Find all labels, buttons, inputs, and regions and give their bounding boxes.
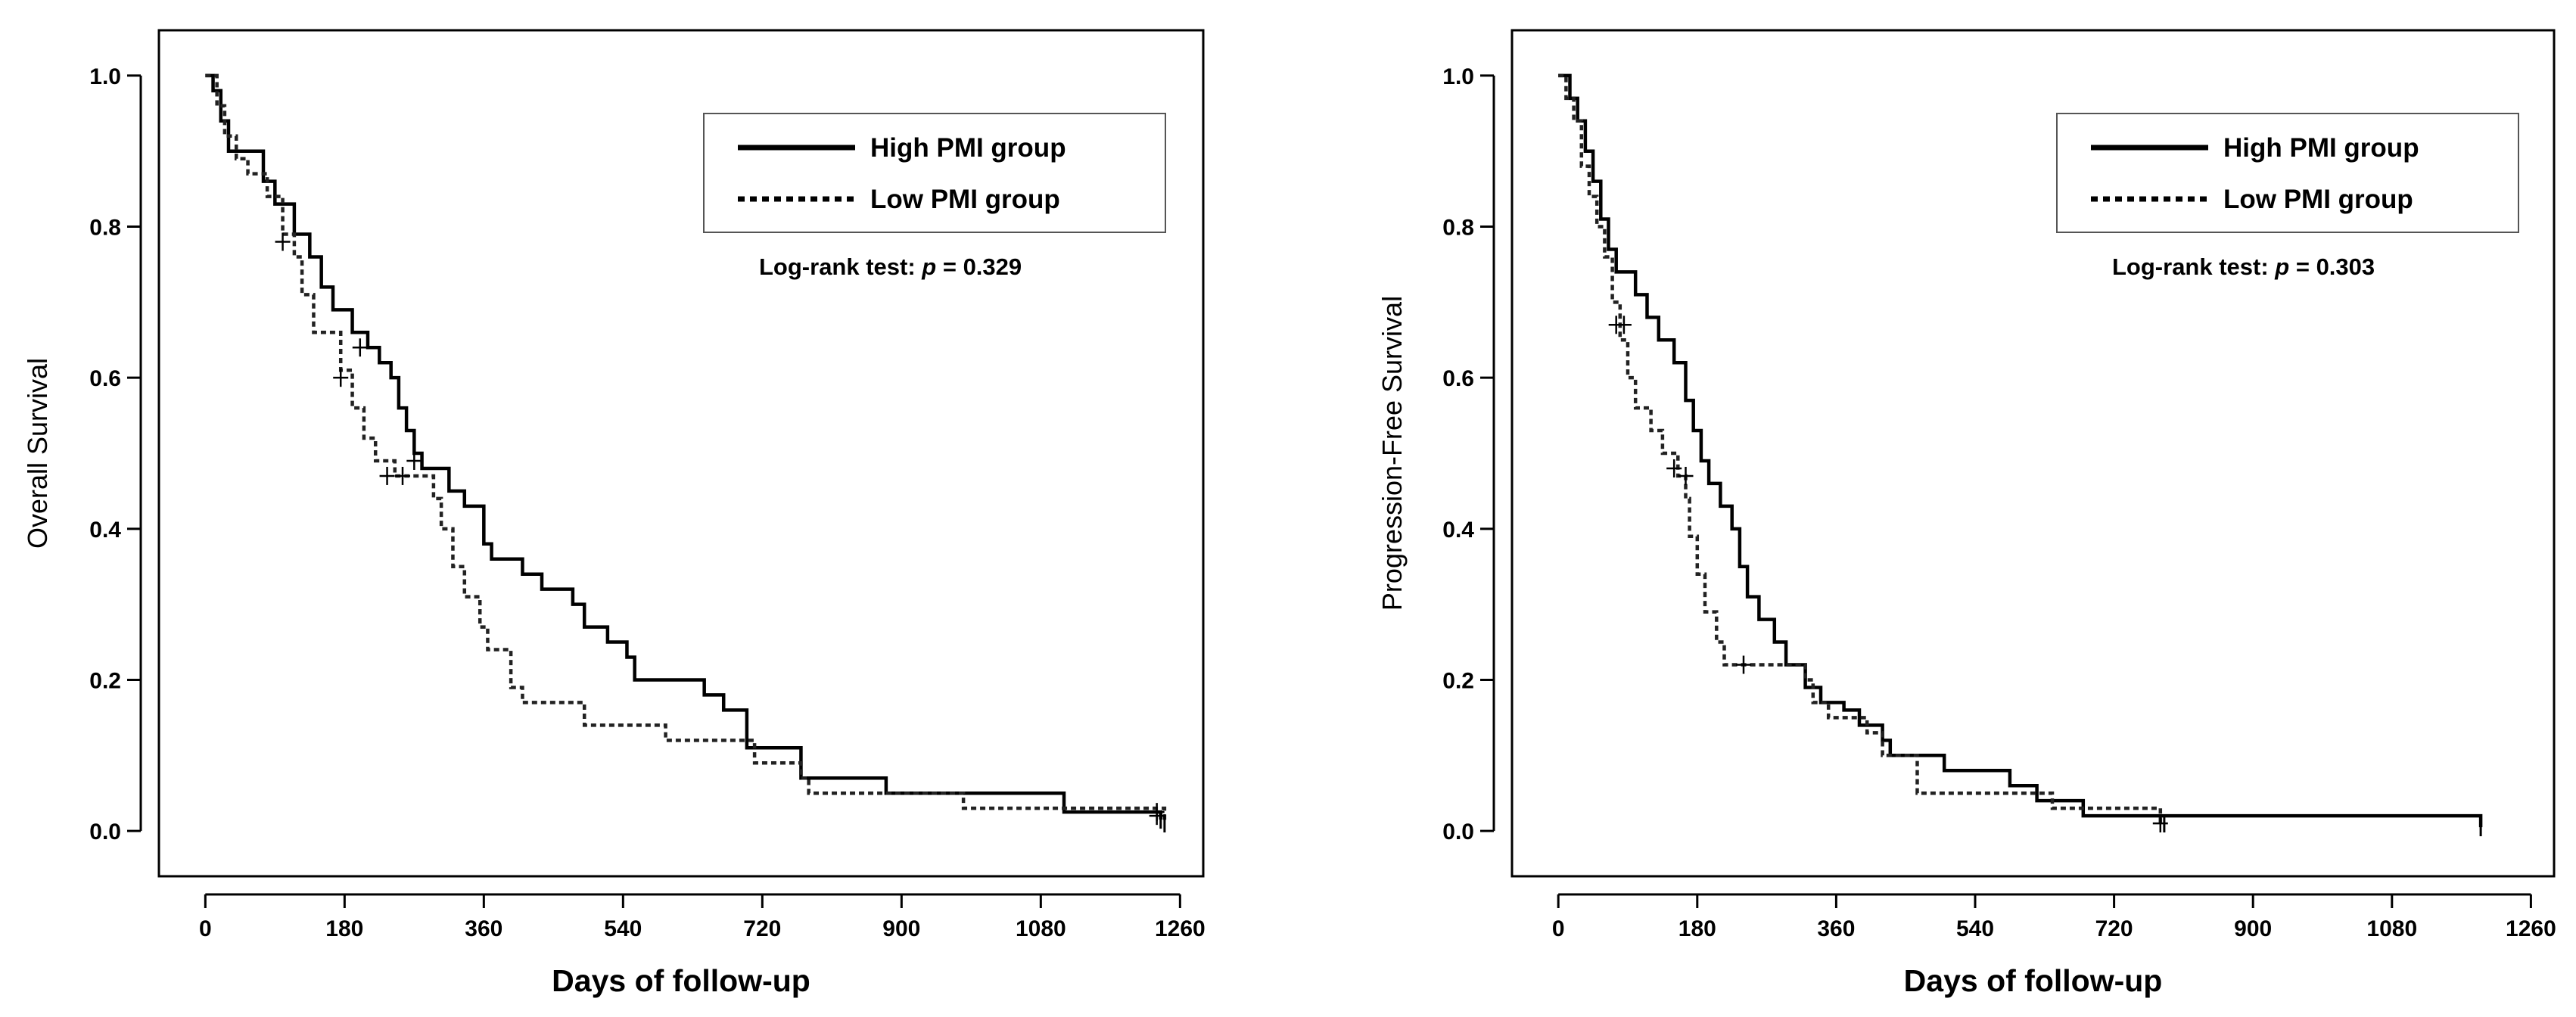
y-tick-label: 0.6 — [1442, 366, 1474, 391]
x-tick-label: 180 — [1678, 916, 1716, 941]
x-tick-label: 1260 — [1155, 916, 1206, 941]
y-axis: 0.0 0.2 0.4 0.6 0.8 1.0 — [89, 64, 142, 844]
log-rank-label: Log-rank test: — [759, 253, 922, 280]
log-rank-annotation: Log-rank test: p = 0.303 — [2112, 253, 2375, 280]
x-tick-label: 540 — [1956, 916, 1994, 941]
x-tick-label: 1080 — [2366, 916, 2417, 941]
survival-curve-low-pmi — [205, 73, 1167, 824]
legend-label-high-pmi: High PMI group — [870, 133, 1066, 163]
legend-label-low-pmi: Low PMI group — [870, 185, 1060, 214]
legend: High PMI group Low PMI group — [703, 113, 1166, 233]
legend-box — [703, 113, 1166, 233]
censor-mark — [1678, 466, 1694, 485]
y-tick-label: 0.4 — [1442, 518, 1474, 543]
y-tick-label: 0.8 — [1442, 216, 1474, 241]
y-axis: 0.0 0.2 0.4 0.6 0.8 1.0 — [1442, 64, 1495, 844]
overall-survival-chart: Days of follow-up Overall Survival High … — [22, 29, 1206, 998]
legend-label-high-pmi: High PMI group — [2223, 133, 2419, 163]
y-tick-label: 0.8 — [89, 216, 121, 241]
x-tick-label: 180 — [325, 916, 363, 941]
x-axis: 0 180 360 540 720 900 1080 1260 — [1552, 893, 2556, 941]
censor-mark — [1616, 316, 1632, 334]
x-tick-label: 900 — [2234, 916, 2272, 941]
x-tick-label: 1080 — [1016, 916, 1066, 941]
survival-curve-high-pmi — [205, 73, 1163, 820]
x-tick-label: 540 — [604, 916, 642, 941]
censor-mark — [2152, 814, 2168, 833]
x-axis-title: Days of follow-up — [1904, 963, 2163, 998]
x-tick-label: 720 — [2095, 916, 2133, 941]
y-tick-label: 0.6 — [89, 366, 121, 391]
y-tick-label: 0.2 — [1442, 668, 1474, 693]
censor-mark — [1736, 655, 1751, 674]
x-tick-label: 360 — [1817, 916, 1855, 941]
y-tick-label: 0.0 — [1442, 820, 1474, 844]
x-axis-title: Days of follow-up — [552, 963, 810, 998]
x-tick-label: 360 — [465, 916, 502, 941]
legend-label-low-pmi: Low PMI group — [2223, 185, 2413, 214]
p-value: = 0.329 — [936, 253, 1022, 280]
series-low-pmi — [205, 73, 1167, 833]
series-high-pmi — [205, 73, 1165, 829]
log-rank-annotation: Log-rank test: p = 0.329 — [759, 253, 1022, 280]
survival-curve-low-pmi — [1558, 73, 2164, 826]
x-tick-label: 0 — [1552, 916, 1565, 941]
y-tick-label: 0.4 — [89, 518, 121, 543]
censor-mark — [395, 466, 410, 485]
censor-mark — [379, 466, 395, 485]
plot-frame — [157, 29, 1205, 878]
p-symbol: p — [921, 253, 936, 280]
legend-box — [2056, 113, 2519, 233]
legend: High PMI group Low PMI group — [2056, 113, 2519, 233]
x-tick-label: 900 — [882, 916, 920, 941]
censor-mark — [352, 338, 368, 357]
y-tick-label: 1.0 — [1442, 64, 1474, 89]
censor-mark — [1666, 459, 1682, 477]
log-rank-label: Log-rank test: — [2112, 253, 2275, 280]
y-axis-title: Overall Survival — [22, 358, 53, 549]
x-axis: 0 180 360 540 720 900 1080 1260 — [199, 893, 1206, 941]
x-tick-label: 0 — [199, 916, 212, 941]
y-tick-label: 0.0 — [89, 820, 121, 844]
p-symbol: p — [2274, 253, 2289, 280]
survival-curve-high-pmi — [1558, 73, 2483, 828]
progression-free-survival-chart: Days of follow-up Progression-Free Survi… — [1377, 29, 2556, 998]
series-high-pmi — [1558, 73, 2483, 837]
censor-mark — [333, 369, 349, 387]
x-tick-label: 1260 — [2506, 916, 2556, 941]
censor-mark — [275, 232, 291, 251]
x-tick-label: 720 — [743, 916, 781, 941]
y-tick-label: 1.0 — [89, 64, 121, 89]
series-low-pmi — [1558, 73, 2168, 833]
y-axis-title: Progression-Free Survival — [1377, 296, 1408, 611]
p-value: = 0.303 — [2289, 253, 2375, 280]
y-tick-label: 0.2 — [89, 668, 121, 693]
censor-mark — [406, 451, 422, 470]
plot-frame — [1510, 29, 2556, 878]
censor-mark — [1149, 807, 1165, 826]
